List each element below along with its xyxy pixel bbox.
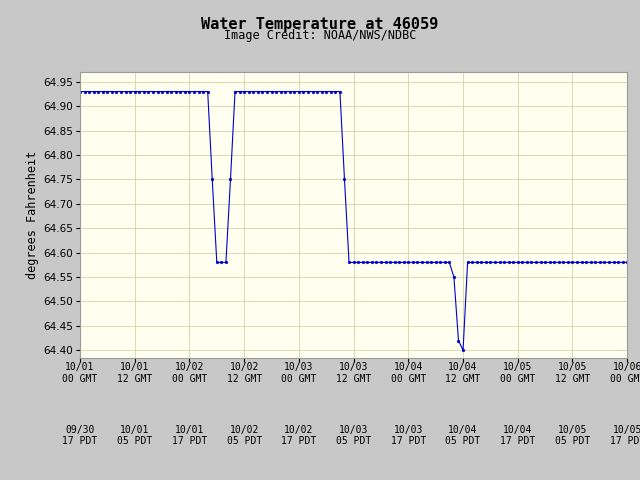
Text: 10/01
12 GMT: 10/01 12 GMT — [117, 362, 152, 384]
Text: 10/05
05 PDT: 10/05 05 PDT — [555, 425, 590, 446]
Y-axis label: degrees Fahrenheit: degrees Fahrenheit — [26, 151, 39, 279]
Text: 10/04
17 PDT: 10/04 17 PDT — [500, 425, 536, 446]
Text: 10/02
00 GMT: 10/02 00 GMT — [172, 362, 207, 384]
Text: 10/05
00 GMT: 10/05 00 GMT — [500, 362, 536, 384]
Text: Image Credit: NOAA/NWS/NDBC: Image Credit: NOAA/NWS/NDBC — [224, 29, 416, 42]
Text: 10/02
12 GMT: 10/02 12 GMT — [227, 362, 262, 384]
Text: 10/03
12 GMT: 10/03 12 GMT — [336, 362, 371, 384]
Text: 10/05
12 GMT: 10/05 12 GMT — [555, 362, 590, 384]
Text: 09/30
17 PDT: 09/30 17 PDT — [62, 425, 98, 446]
Text: 10/05
17 PDT: 10/05 17 PDT — [609, 425, 640, 446]
Text: 10/03
17 PDT: 10/03 17 PDT — [390, 425, 426, 446]
Text: 10/06
00 GMT: 10/06 00 GMT — [609, 362, 640, 384]
Text: Water Temperature at 46059: Water Temperature at 46059 — [202, 17, 438, 32]
Text: 10/01
17 PDT: 10/01 17 PDT — [172, 425, 207, 446]
Text: 10/02
17 PDT: 10/02 17 PDT — [281, 425, 317, 446]
Text: 10/03
05 PDT: 10/03 05 PDT — [336, 425, 371, 446]
Text: 10/01
05 PDT: 10/01 05 PDT — [117, 425, 152, 446]
Text: 10/04
00 GMT: 10/04 00 GMT — [390, 362, 426, 384]
Text: 10/02
05 PDT: 10/02 05 PDT — [227, 425, 262, 446]
Text: 10/04
12 GMT: 10/04 12 GMT — [445, 362, 481, 384]
Text: 10/04
05 PDT: 10/04 05 PDT — [445, 425, 481, 446]
Text: 10/03
00 GMT: 10/03 00 GMT — [281, 362, 317, 384]
Text: 10/01
00 GMT: 10/01 00 GMT — [62, 362, 98, 384]
